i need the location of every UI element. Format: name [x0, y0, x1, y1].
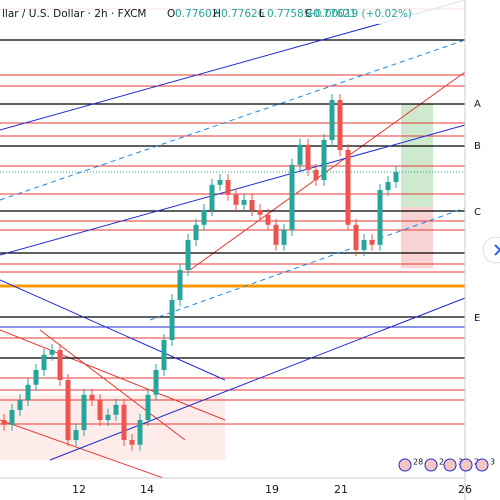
x-tick-label: 21 — [334, 483, 348, 496]
candle-body — [81, 394, 87, 430]
ohlc-label: O — [167, 8, 175, 20]
candle-body — [97, 400, 103, 420]
scroll-button[interactable] — [482, 236, 500, 264]
candle-body — [9, 410, 15, 425]
candle-body — [49, 350, 55, 355]
level-label: E — [474, 313, 480, 324]
badge-icon — [475, 458, 489, 472]
scroll-icon — [494, 244, 500, 256]
candle-body — [353, 224, 359, 250]
candle-body — [297, 144, 303, 165]
badge-icon — [459, 458, 473, 472]
x-tick-label: 12 — [72, 483, 86, 496]
candle-body — [385, 182, 391, 190]
badge-count: 2 — [439, 458, 444, 467]
ohlc-label: C — [305, 8, 312, 20]
candle-body — [161, 340, 167, 370]
ohlc-value: 0.77626 — [221, 8, 265, 20]
level-label: B — [474, 141, 481, 152]
candle-body — [57, 350, 63, 380]
candle-body — [209, 184, 215, 210]
candle-body — [105, 414, 111, 420]
level-label: C — [474, 207, 481, 218]
badge-count: 3 — [490, 458, 495, 467]
candle-body — [265, 214, 271, 225]
candle-body — [129, 440, 135, 445]
x-tick-label: 26 — [458, 483, 472, 496]
candle-body — [305, 144, 311, 170]
level-label: A — [474, 99, 481, 110]
candle-body — [313, 170, 319, 180]
candle-body — [1, 420, 7, 425]
candle-body — [73, 430, 79, 440]
candle-body — [329, 100, 335, 140]
candle-body — [289, 164, 295, 230]
candle-body — [145, 394, 151, 420]
candle-body — [241, 200, 247, 205]
candle-body — [233, 194, 239, 205]
badge-icon — [398, 458, 412, 472]
candle-body — [257, 210, 263, 215]
candle-body — [137, 420, 143, 445]
ohlc-value: 0.77621 — [313, 8, 356, 20]
candle-body — [273, 224, 279, 245]
x-tick-label: 19 — [265, 483, 279, 496]
candle-body — [217, 180, 223, 185]
ohlc-value: 0.77585 — [267, 8, 310, 20]
candle-body — [153, 370, 159, 395]
badge-icon — [424, 458, 438, 472]
candles — [1, 94, 399, 451]
candle-body — [25, 384, 31, 400]
change: +0.00019 (+0.02%) — [306, 8, 412, 20]
candle-body — [33, 370, 39, 385]
candle-body — [345, 150, 351, 225]
candle-body — [361, 240, 367, 250]
candle-body — [281, 230, 287, 245]
badge-count: 28 — [413, 458, 423, 467]
candle-body — [113, 404, 119, 415]
candle-body — [249, 200, 255, 210]
candle-body — [201, 210, 207, 225]
ohlc-label: L — [259, 8, 265, 20]
candle-body — [177, 270, 183, 300]
candle-body — [121, 404, 127, 440]
candle-body — [41, 354, 47, 370]
candle-body — [89, 394, 95, 400]
candle-body — [321, 140, 327, 180]
badge-icon — [443, 458, 457, 472]
candle-body — [185, 240, 191, 270]
candle-body — [65, 380, 71, 440]
x-tick-label: 14 — [140, 483, 154, 496]
time-axis-bg — [0, 478, 465, 500]
candle-body — [169, 300, 175, 340]
candle-body — [393, 172, 399, 182]
symbol-title: llar / U.S. Dollar · 2h · FXCM — [2, 8, 146, 20]
candle-body — [225, 180, 231, 195]
candle-body — [369, 240, 375, 245]
ohlc-label: H — [213, 8, 221, 20]
candle-body — [17, 400, 23, 410]
header-bg — [0, 0, 500, 24]
ohlc-value: 0.77602 — [175, 8, 218, 20]
candle-body — [377, 190, 383, 245]
candle-body — [337, 100, 343, 150]
candle-body — [193, 224, 199, 240]
